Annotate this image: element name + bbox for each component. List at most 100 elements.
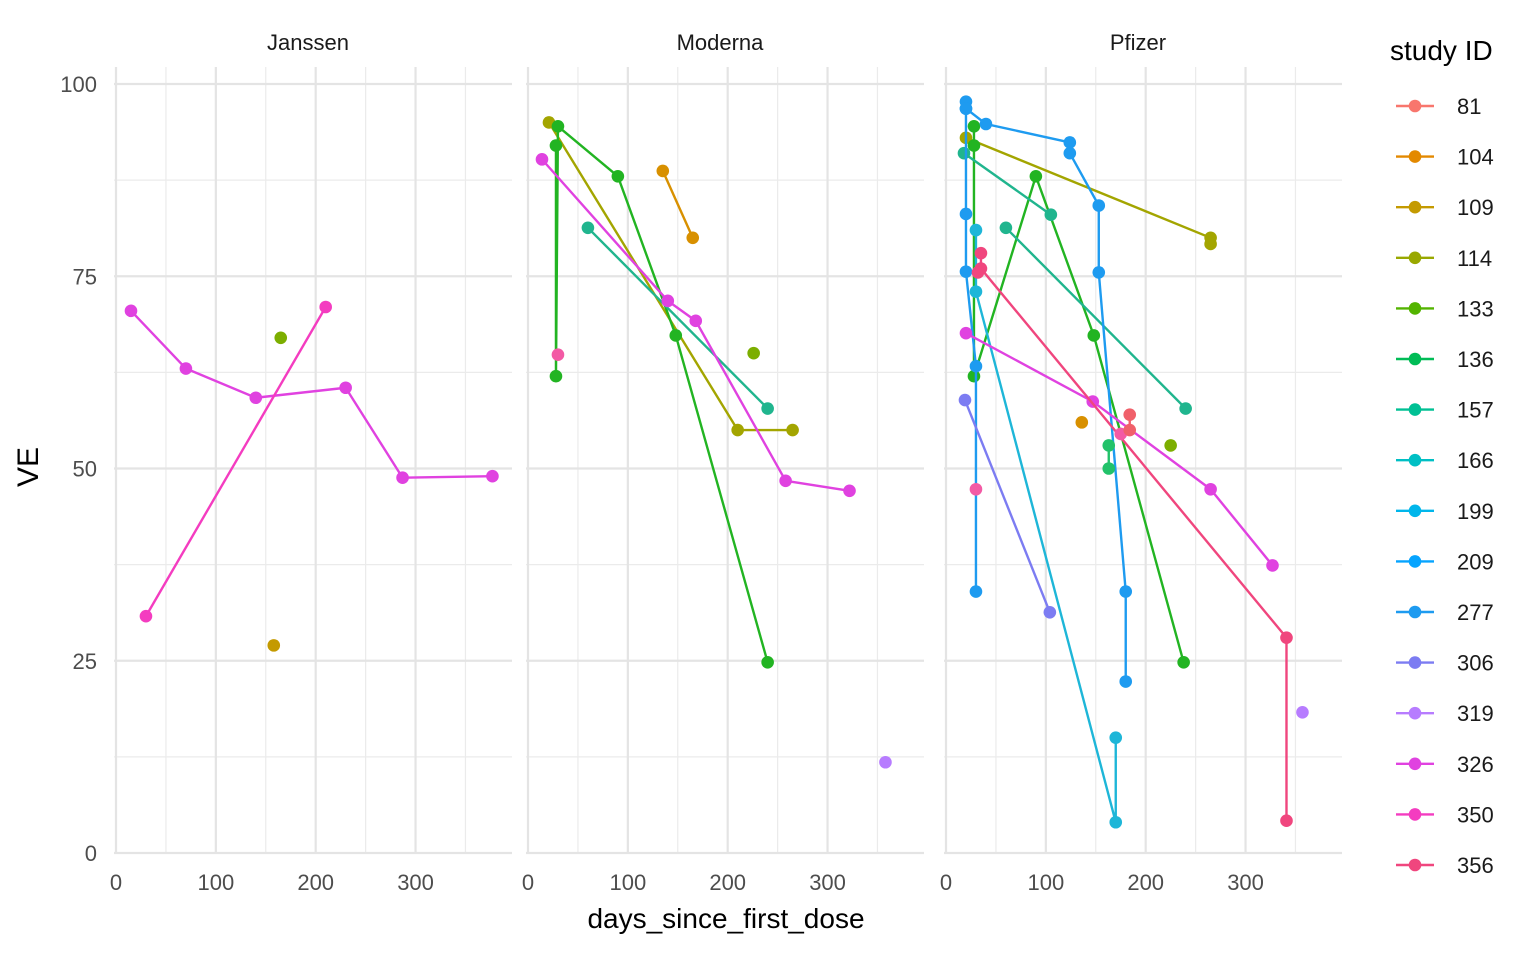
legend-label: 157 — [1457, 398, 1494, 423]
data-point — [969, 223, 983, 237]
x-tick-label: 200 — [297, 870, 334, 895]
data-point — [1119, 585, 1133, 598]
legend-item-209: 209 — [1396, 549, 1494, 574]
series — [1123, 408, 1137, 437]
facet-panel-pfizer: Pfizer 0 100 200 300 — [940, 30, 1342, 895]
series — [747, 346, 760, 360]
legend-item-104: 104 — [1396, 145, 1494, 170]
series — [999, 221, 1192, 415]
series-line — [144, 306, 327, 617]
series — [1164, 439, 1177, 452]
data-point — [1102, 462, 1116, 475]
data-point — [761, 655, 774, 669]
data-point — [139, 609, 153, 623]
legend-label: 306 — [1457, 651, 1494, 676]
legend-label: 326 — [1457, 752, 1494, 777]
data-point — [969, 482, 983, 496]
legend-label: 133 — [1457, 296, 1494, 321]
legend-title: study ID — [1390, 35, 1493, 66]
legend-items: 81 104 109 114 133 136 157 166 199 209 277 306 319 32… — [1396, 94, 1494, 878]
data-point — [179, 362, 193, 375]
series-line — [965, 107, 1127, 682]
series — [969, 223, 1123, 829]
data-point — [1102, 439, 1116, 452]
x-tick-label: 200 — [1127, 870, 1164, 895]
x-tick-label: 0 — [110, 870, 122, 895]
legend-label: 356 — [1457, 853, 1494, 878]
data-point — [786, 423, 799, 437]
data-point — [1204, 482, 1217, 496]
data-point — [1164, 439, 1177, 452]
data-point — [549, 139, 563, 152]
legend: study ID 81 104 109 114 133 136 157 166 199 209 27… — [1390, 35, 1494, 878]
x-tick-label: 0 — [522, 870, 534, 895]
legend-item-81: 81 — [1396, 94, 1481, 119]
data-point — [1092, 266, 1106, 279]
legend-item-319: 319 — [1396, 701, 1494, 726]
data-point — [486, 469, 499, 483]
series — [656, 164, 700, 245]
legend-label: 104 — [1457, 145, 1494, 170]
series-line — [554, 125, 769, 663]
data-point — [686, 231, 700, 245]
legend-item-199: 199 — [1396, 499, 1494, 524]
data-point — [969, 285, 983, 298]
legend-label: 350 — [1457, 802, 1494, 827]
data-point — [689, 314, 703, 328]
facet-panel-moderna: Moderna 0 100 200 300 — [522, 30, 924, 895]
series-line — [587, 226, 769, 410]
data-point — [979, 117, 993, 131]
data-point — [1123, 408, 1137, 421]
data-point — [969, 359, 983, 373]
data-point — [319, 300, 332, 314]
series — [879, 755, 892, 769]
x-tick-label: 100 — [609, 870, 646, 895]
series — [971, 266, 985, 279]
series — [535, 153, 856, 498]
y-axis-title: VE — [12, 447, 45, 487]
y-tick-label: 100 — [60, 72, 97, 97]
data-point — [959, 326, 973, 340]
data-point — [1119, 675, 1133, 688]
data-point — [967, 119, 981, 133]
series — [959, 102, 1133, 688]
data-point — [761, 402, 774, 415]
data-point — [535, 153, 549, 166]
facet-label: Pfizer — [1110, 30, 1166, 55]
data-point — [957, 146, 971, 160]
data-point — [959, 207, 973, 221]
data-point — [958, 393, 972, 407]
data-point — [656, 164, 670, 178]
series — [957, 146, 1058, 222]
series-line — [974, 230, 1117, 824]
series — [139, 300, 332, 623]
series — [1296, 705, 1309, 719]
legend-item-109: 109 — [1396, 195, 1494, 220]
facet-panels: Janssen 0 100 200 300 0 25 50 75 100 Moderna 0 100 20… — [60, 30, 1342, 895]
x-axis-title: days_since_first_dose — [587, 903, 864, 934]
y-tick-label: 75 — [73, 264, 97, 289]
data-point — [1044, 208, 1058, 222]
series-line — [1005, 226, 1187, 410]
data-point — [967, 139, 981, 152]
data-point — [1123, 423, 1137, 437]
series — [1075, 416, 1089, 429]
data-point — [549, 369, 563, 383]
data-point — [1029, 169, 1043, 183]
data-point — [1092, 199, 1106, 212]
legend-item-136: 136 — [1396, 347, 1494, 372]
x-tick-label: 300 — [1227, 870, 1264, 895]
legend-key-point — [1408, 605, 1422, 619]
y-tick-label: 25 — [73, 649, 97, 674]
x-tick-label: 300 — [809, 870, 846, 895]
legend-key-point — [1408, 555, 1422, 568]
series — [1102, 439, 1116, 475]
y-tick-label: 0 — [85, 841, 97, 866]
legend-label: 319 — [1457, 701, 1494, 726]
series — [274, 331, 288, 345]
data-point — [1280, 631, 1293, 644]
data-point — [731, 423, 744, 437]
data-point — [971, 266, 985, 279]
